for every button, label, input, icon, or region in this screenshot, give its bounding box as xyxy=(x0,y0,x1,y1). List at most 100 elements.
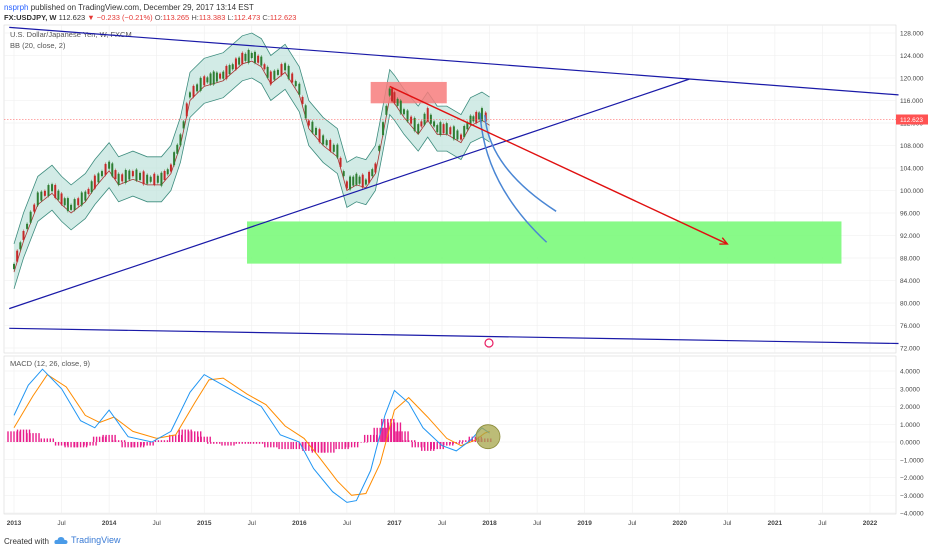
macd-histogram-bar xyxy=(363,434,366,442)
macd-histogram-bar xyxy=(252,442,255,444)
projection-curve-shallow xyxy=(484,115,557,212)
price-content xyxy=(4,26,899,348)
candle xyxy=(472,116,475,122)
macd-histogram-bar xyxy=(465,440,467,442)
macd-histogram-bar xyxy=(305,442,307,451)
macd-histogram-bar xyxy=(140,442,142,446)
tradingview-logo[interactable]: TradingView xyxy=(54,535,121,545)
macd-histogram-bar xyxy=(166,440,169,442)
macd-histogram-bar xyxy=(105,434,107,442)
time-tick-label: 2014 xyxy=(102,520,117,527)
candle xyxy=(374,163,377,173)
macd-histogram-bar xyxy=(295,442,298,450)
candle xyxy=(166,169,169,175)
candle xyxy=(149,176,152,182)
macd-histogram-bar xyxy=(449,442,451,444)
macd-histogram-bar xyxy=(399,422,402,442)
macd-histogram-bar xyxy=(89,442,91,446)
macd-histogram-bar xyxy=(13,431,15,442)
price-change: ▼ −0.233 (−0.21%) xyxy=(87,13,153,22)
macd-histogram-bar xyxy=(421,442,423,451)
macd-histogram-bar xyxy=(384,418,386,442)
candle xyxy=(66,198,69,212)
macd-histogram-bar xyxy=(57,442,60,446)
candle xyxy=(253,51,256,63)
candle xyxy=(260,56,263,66)
price-tick-label: 128.000 xyxy=(900,31,924,38)
candle xyxy=(124,169,127,183)
macd-histogram-bar xyxy=(396,422,399,442)
time-tick-label: 2016 xyxy=(292,520,307,527)
macd-histogram-bar xyxy=(32,433,34,442)
macd-histogram-bar xyxy=(414,442,416,448)
candle xyxy=(329,140,332,151)
macd-histogram-bar xyxy=(411,442,413,448)
candle xyxy=(131,171,134,177)
candle xyxy=(244,53,247,61)
macd-tick-label: 0.0000 xyxy=(900,440,920,447)
candle xyxy=(291,73,294,83)
macd-histogram-bar xyxy=(276,442,278,448)
candle xyxy=(280,64,283,76)
price-tick-label: 76.000 xyxy=(900,323,920,330)
candle xyxy=(146,174,149,184)
macd-tick-label: −3.0000 xyxy=(900,493,924,500)
candle xyxy=(206,77,209,83)
macd-tick-label: 3.0000 xyxy=(900,386,920,393)
macd-histogram-bar xyxy=(157,440,160,442)
macd-histogram-bar xyxy=(366,442,368,443)
time-tick-label: 2015 xyxy=(197,520,212,527)
candle xyxy=(234,58,237,70)
macd-histogram-bar xyxy=(433,442,435,450)
tradingview-brand: TradingView xyxy=(71,535,121,545)
candle xyxy=(420,121,423,127)
macd-histogram-bar xyxy=(255,442,258,444)
price-tick-label: 100.000 xyxy=(900,188,924,195)
macd-histogram-bar xyxy=(382,427,384,442)
candle xyxy=(40,191,43,201)
candle xyxy=(108,161,111,169)
macd-pane[interactable]: MACD (12, 26, close, 9) 4.0000 3.0000 2.00… xyxy=(3,355,924,518)
candle xyxy=(433,121,436,127)
macd-histogram-bar xyxy=(83,442,85,446)
macd-axis: 4.0000 3.0000 2.0000 1.0000 0.0000 −1.0000 −2.… xyxy=(900,369,924,518)
macd-histogram-bar xyxy=(247,442,249,444)
candle xyxy=(456,130,459,140)
macd-histogram-bar xyxy=(184,429,186,442)
macd-histogram-bar xyxy=(462,440,464,442)
ohlc-info: FX:USDJPY, W 112.623 ▼ −0.233 (−0.21%) O… xyxy=(4,13,296,22)
candle xyxy=(273,70,276,80)
candle xyxy=(36,192,39,206)
high-label: H: xyxy=(191,13,199,22)
candle xyxy=(212,71,215,85)
time-tick-label: Jul xyxy=(153,520,162,527)
macd-content xyxy=(7,368,501,503)
macd-histogram-bar xyxy=(461,442,463,444)
macd-histogram-bar xyxy=(26,433,28,442)
candle xyxy=(484,112,487,122)
macd-histogram-bar xyxy=(163,440,166,442)
macd-tick-label: −4.0000 xyxy=(900,511,924,518)
macd-histogram-bar xyxy=(267,442,269,448)
macd-histogram-bar xyxy=(443,442,445,446)
candle xyxy=(322,135,325,145)
macd-histogram-bar xyxy=(424,442,426,451)
macd-histogram-bar xyxy=(459,440,461,442)
macd-histogram-bar xyxy=(407,431,409,442)
time-tick-label: Jul xyxy=(343,520,352,527)
time-tick-label: 2017 xyxy=(387,520,402,527)
macd-histogram-bar xyxy=(120,440,123,442)
macd-histogram-bar xyxy=(327,442,329,453)
macd-histogram-bar xyxy=(181,429,183,442)
rising-trendline xyxy=(9,78,690,310)
author-link[interactable]: nsprph xyxy=(4,3,29,12)
publish-info: nsprph published on TradingView.com, Dec… xyxy=(4,3,254,12)
price-pane[interactable]: U.S. Dollar/Japanese Yen, W, FXCM BB (20… xyxy=(3,24,928,354)
candle xyxy=(97,173,100,183)
candle xyxy=(121,174,124,182)
price-tick-label: 88.000 xyxy=(900,256,920,263)
macd-histogram-bar xyxy=(363,442,365,443)
candle xyxy=(16,250,19,262)
candle xyxy=(466,122,469,130)
